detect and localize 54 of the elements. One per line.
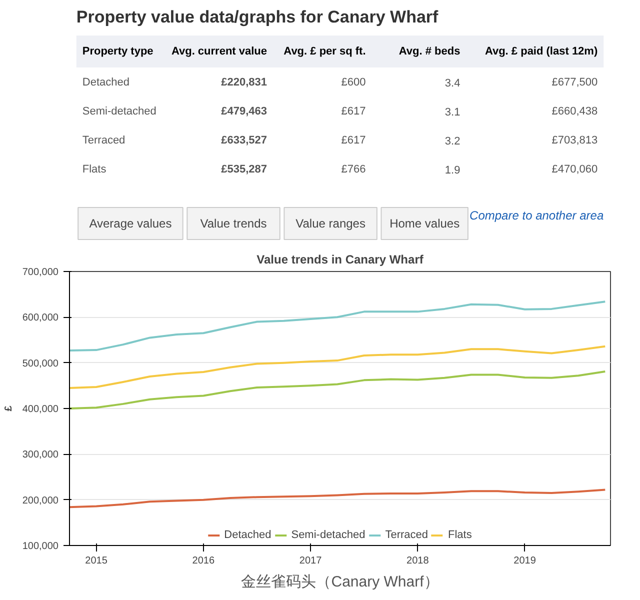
y-tick-label: 200,000 bbox=[22, 495, 59, 506]
text: 3.2 bbox=[444, 136, 460, 148]
line-series bbox=[70, 488, 606, 508]
x-tick-label: 2016 bbox=[192, 556, 215, 566]
text: £660,438 bbox=[552, 106, 598, 118]
category-label: Terraced bbox=[82, 134, 126, 146]
chart-title: Value trends in Canary Wharf bbox=[256, 252, 424, 266]
y-tick-label: 400,000 bbox=[22, 404, 59, 415]
category-label: Semi-detached bbox=[82, 106, 156, 118]
y-tick-label: 300,000 bbox=[22, 450, 59, 461]
text: £617 bbox=[341, 134, 366, 146]
legend-label: Terraced bbox=[385, 529, 428, 541]
text: £766 bbox=[341, 164, 366, 176]
y-tick-label: 100,000 bbox=[22, 541, 59, 552]
x-tick-label: 2017 bbox=[299, 556, 322, 566]
text: £677,500 bbox=[552, 76, 598, 88]
line-series bbox=[70, 300, 606, 352]
category-label: Avg. £ paid (last 12m) bbox=[484, 46, 598, 58]
text: £703,813 bbox=[552, 134, 598, 146]
category-label: Avg. current value bbox=[171, 46, 268, 58]
y-axis-title: £ bbox=[3, 405, 14, 412]
text: £535,287 bbox=[221, 164, 268, 176]
category-label: Avg. # beds bbox=[398, 46, 460, 58]
text: 3.4 bbox=[444, 78, 460, 90]
text: Value trends bbox=[200, 216, 267, 230]
category-label: Detached bbox=[82, 76, 130, 88]
legend-label: Semi-detached bbox=[291, 529, 366, 541]
text: Home values bbox=[390, 216, 460, 230]
x-tick-label: 2019 bbox=[514, 556, 536, 566]
category-label: Flats bbox=[82, 164, 106, 176]
text: 3.1 bbox=[444, 106, 460, 118]
category-label: Avg. £ per sq ft. bbox=[284, 46, 366, 58]
text: Compare to another area bbox=[470, 208, 604, 222]
y-tick-label: 500,000 bbox=[22, 358, 59, 370]
text: 1.9 bbox=[444, 164, 460, 176]
text: £220,831 bbox=[221, 76, 268, 88]
text: Property value data/graphs for Canary Wharf bbox=[76, 8, 439, 26]
y-tick-label: 600,000 bbox=[22, 312, 59, 324]
text: £600 bbox=[341, 76, 366, 88]
line-series bbox=[70, 345, 606, 389]
category-label: Property type bbox=[82, 46, 154, 58]
text: £470,060 bbox=[552, 164, 598, 176]
text: £617 bbox=[341, 106, 366, 118]
text: Average values bbox=[89, 216, 172, 230]
text: Value ranges bbox=[296, 216, 366, 230]
x-tick-label: 2015 bbox=[85, 556, 108, 566]
text: £479,463 bbox=[221, 106, 268, 118]
legend-label: Flats bbox=[448, 529, 472, 541]
x-tick-label: 2018 bbox=[406, 556, 430, 566]
text: 金丝雀码头（Canary Wharf） bbox=[241, 574, 439, 590]
text: £633,527 bbox=[221, 134, 268, 146]
legend-label: Detached bbox=[224, 529, 272, 541]
y-tick-label: 700,000 bbox=[22, 267, 59, 278]
line-series bbox=[70, 370, 606, 410]
